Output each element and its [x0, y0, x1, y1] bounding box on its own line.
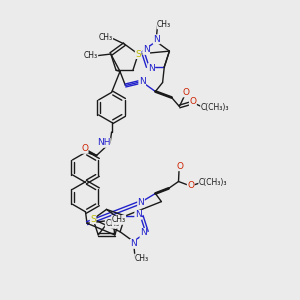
Text: O: O [176, 162, 184, 171]
Text: N: N [139, 77, 146, 86]
Text: CH₃: CH₃ [84, 51, 98, 60]
Text: N: N [130, 239, 137, 248]
Text: N: N [143, 45, 150, 54]
Text: O: O [189, 98, 197, 106]
Text: NH: NH [97, 138, 110, 147]
Text: CH₃: CH₃ [98, 33, 113, 42]
Text: CH₃: CH₃ [112, 215, 126, 224]
Text: N: N [138, 198, 144, 207]
Text: S: S [135, 50, 141, 58]
Text: O: O [187, 181, 194, 190]
Text: CH₃: CH₃ [134, 254, 149, 263]
Text: CH₃: CH₃ [105, 219, 119, 228]
Text: N: N [140, 229, 147, 238]
Text: N: N [148, 64, 155, 73]
Text: O: O [182, 88, 190, 97]
Text: N: N [153, 35, 160, 44]
Text: C(CH₃)₃: C(CH₃)₃ [201, 103, 229, 112]
Text: C(CH₃)₃: C(CH₃)₃ [199, 178, 227, 187]
Text: N: N [135, 210, 142, 219]
Text: O: O [81, 144, 88, 153]
Text: CH₃: CH₃ [157, 20, 171, 29]
Text: S: S [90, 214, 96, 224]
